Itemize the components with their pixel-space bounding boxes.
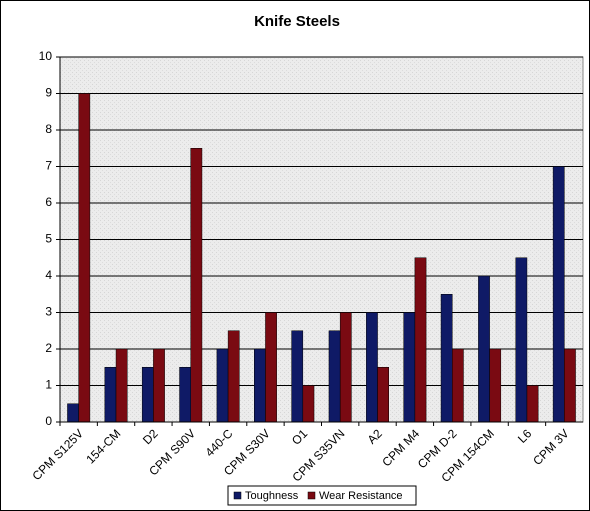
y-tick-label: 0 <box>45 414 52 428</box>
chart-title: Knife Steels <box>254 13 340 30</box>
bar <box>414 257 427 423</box>
legend-box <box>227 485 417 506</box>
bar <box>478 275 490 423</box>
y-tick-label: 6 <box>45 195 52 209</box>
bar <box>265 312 277 423</box>
legend-swatch <box>307 491 316 500</box>
bar <box>153 348 165 423</box>
bar <box>489 348 502 423</box>
legend-swatch <box>233 491 242 500</box>
bar <box>366 312 378 423</box>
bar <box>515 257 528 423</box>
bar <box>552 166 565 423</box>
bar <box>78 93 91 423</box>
y-tick-label: 4 <box>45 268 52 282</box>
y-tick-label: 10 <box>39 49 53 63</box>
bar <box>526 385 539 423</box>
legend <box>227 485 417 506</box>
bar <box>216 348 229 423</box>
y-tick-label: 3 <box>45 305 52 319</box>
bar <box>302 385 315 423</box>
y-tick-label: 9 <box>45 86 52 100</box>
y-tick-label: 8 <box>45 122 52 136</box>
bar <box>564 348 576 423</box>
bar <box>227 330 240 423</box>
y-tick-label: 1 <box>45 378 52 392</box>
bar <box>115 348 128 423</box>
bar <box>67 403 79 423</box>
y-tick-label: 7 <box>45 159 52 173</box>
bar <box>328 330 341 423</box>
bar <box>291 330 304 423</box>
legend-label: Toughness <box>245 490 299 502</box>
bar <box>141 367 154 423</box>
bar <box>452 348 464 423</box>
bar <box>254 348 266 423</box>
bar <box>179 367 192 423</box>
bar <box>440 294 453 423</box>
bar <box>403 312 416 423</box>
bar <box>377 367 389 423</box>
bar <box>190 148 203 423</box>
bar <box>104 367 117 423</box>
bar <box>339 312 352 423</box>
legend-label: Wear Resistance <box>319 490 403 502</box>
y-tick-label: 5 <box>45 232 52 246</box>
y-tick-label: 2 <box>45 341 52 355</box>
